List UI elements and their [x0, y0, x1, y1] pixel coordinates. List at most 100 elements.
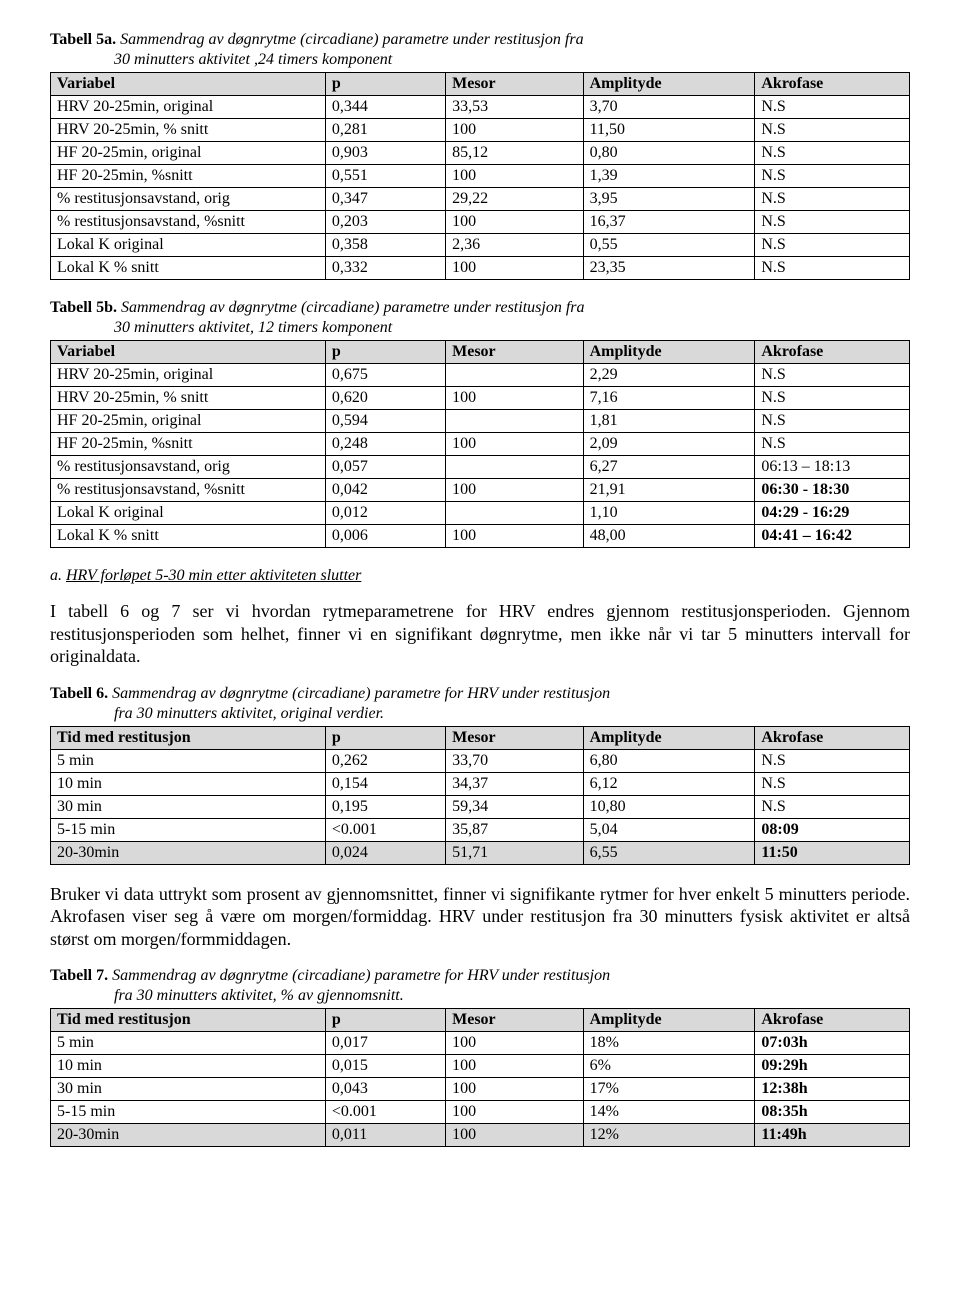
table-cell: HF 20-25min, %snitt — [51, 433, 326, 456]
table-row: 5 min0,26233,706,80N.S — [51, 749, 910, 772]
table-row: HRV 20-25min, % snitt0,28110011,50N.S — [51, 119, 910, 142]
table-cell: 33,70 — [446, 749, 583, 772]
table-cell: 7,16 — [583, 387, 755, 410]
table5a-caption: Tabell 5a. Sammendrag av døgnrytme (circ… — [50, 30, 910, 70]
table7-lead: Tabell 7. — [50, 967, 108, 984]
table-cell: 3,70 — [583, 96, 755, 119]
table-cell: 0,195 — [325, 795, 445, 818]
table-cell: N.S — [755, 433, 910, 456]
paragraph-2: Bruker vi data uttrykt som prosent av gj… — [50, 883, 910, 951]
table-row: HF 20-25min, %snitt0,2481002,09N.S — [51, 433, 910, 456]
table-row: % restitusjonsavstand, orig0,0576,2706:1… — [51, 456, 910, 479]
table-cell: Lokal K original — [51, 234, 326, 257]
table-cell: N.S — [755, 142, 910, 165]
table-cell: 0,332 — [325, 257, 445, 280]
table-cell: 0,015 — [325, 1055, 445, 1078]
table-cell: 18% — [583, 1032, 755, 1055]
table-cell: N.S — [755, 410, 910, 433]
table-cell: 0,262 — [325, 749, 445, 772]
table-cell: 0,203 — [325, 211, 445, 234]
table-header-cell: Mesor — [446, 73, 583, 96]
table-cell — [446, 502, 583, 525]
table-row: 20-30min0,01110012%11:49h — [51, 1124, 910, 1147]
table-row: Lokal K % snitt0,33210023,35N.S — [51, 257, 910, 280]
table-header-cell: Variabel — [51, 341, 326, 364]
table-cell: 0,675 — [325, 364, 445, 387]
table-cell: 33,53 — [446, 96, 583, 119]
table-cell: 11:50 — [755, 841, 910, 864]
table-cell: 09:29h — [755, 1055, 910, 1078]
table-cell: 10 min — [51, 772, 326, 795]
table-cell: 21,91 — [583, 479, 755, 502]
table-cell: 6,27 — [583, 456, 755, 479]
table-cell: HRV 20-25min, original — [51, 364, 326, 387]
table-cell — [446, 364, 583, 387]
table-cell: 1,39 — [583, 165, 755, 188]
table-cell: 0,594 — [325, 410, 445, 433]
table-cell: 14% — [583, 1101, 755, 1124]
table-cell: 16,37 — [583, 211, 755, 234]
table-cell: % restitusjonsavstand, orig — [51, 188, 326, 211]
table-cell: % restitusjonsavstand, orig — [51, 456, 326, 479]
table-cell: 100 — [446, 433, 583, 456]
table-cell: <0.001 — [325, 1101, 445, 1124]
table-cell: 0,248 — [325, 433, 445, 456]
table6-lead: Tabell 6. — [50, 685, 108, 702]
table-header-cell: Akrofase — [755, 73, 910, 96]
table-cell: 100 — [446, 1032, 583, 1055]
table-cell: 0,154 — [325, 772, 445, 795]
table-row: 30 min0,19559,3410,80N.S — [51, 795, 910, 818]
table-row: HF 20-25min, original0,5941,81N.S — [51, 410, 910, 433]
table-cell: HRV 20-25min, % snitt — [51, 387, 326, 410]
table7-header-row: Tid med restitusjonpMesorAmplitydeAkrofa… — [51, 1009, 910, 1032]
table-cell: 3,95 — [583, 188, 755, 211]
table-cell: 23,35 — [583, 257, 755, 280]
table6-desc1: Sammendrag av døgnrytme (circadiane) par… — [112, 685, 610, 702]
table-cell: 08:09 — [755, 818, 910, 841]
table-cell: 2,36 — [446, 234, 583, 257]
table-cell: 100 — [446, 1078, 583, 1101]
table5b: VariabelpMesorAmplitydeAkrofase HRV 20-2… — [50, 340, 910, 548]
table-cell: 100 — [446, 1101, 583, 1124]
table-cell: 04:29 - 16:29 — [755, 502, 910, 525]
table-cell: 0,903 — [325, 142, 445, 165]
table-cell: 59,34 — [446, 795, 583, 818]
table-header-cell: Amplityde — [583, 73, 755, 96]
table-cell: 100 — [446, 387, 583, 410]
section-a-heading: a. HRV forløpet 5-30 min etter aktivitet… — [50, 566, 910, 586]
table-cell: HRV 20-25min, original — [51, 96, 326, 119]
table-cell: 5,04 — [583, 818, 755, 841]
table6-desc2: fra 30 minutters aktivitet, original ver… — [50, 704, 910, 724]
table-row: HRV 20-25min, original0,6752,29N.S — [51, 364, 910, 387]
table-cell: 06:30 - 18:30 — [755, 479, 910, 502]
table-cell: 2,29 — [583, 364, 755, 387]
table-cell: % restitusjonsavstand, %snitt — [51, 211, 326, 234]
table-row: HRV 20-25min, % snitt0,6201007,16N.S — [51, 387, 910, 410]
table-cell: 1,10 — [583, 502, 755, 525]
table-row: HF 20-25min, %snitt0,5511001,39N.S — [51, 165, 910, 188]
table-header-cell: Amplityde — [583, 341, 755, 364]
table-cell: N.S — [755, 772, 910, 795]
table7-desc2: fra 30 minutters aktivitet, % av gjennom… — [50, 986, 910, 1006]
table-cell: 34,37 — [446, 772, 583, 795]
table-header-cell: Mesor — [446, 726, 583, 749]
table-header-cell: Amplityde — [583, 726, 755, 749]
table-cell: 6,55 — [583, 841, 755, 864]
table-row: 5 min0,01710018%07:03h — [51, 1032, 910, 1055]
table-cell: 0,043 — [325, 1078, 445, 1101]
table-cell: 20-30min — [51, 841, 326, 864]
paragraph-1: I tabell 6 og 7 ser vi hvordan rytmepara… — [50, 600, 910, 668]
table-cell: HF 20-25min, %snitt — [51, 165, 326, 188]
table6-caption: Tabell 6. Sammendrag av døgnrytme (circa… — [50, 684, 910, 724]
table-cell: 11,50 — [583, 119, 755, 142]
table5b-header-row: VariabelpMesorAmplitydeAkrofase — [51, 341, 910, 364]
table-cell: 0,012 — [325, 502, 445, 525]
table-cell: 100 — [446, 211, 583, 234]
table-header-cell: Variabel — [51, 73, 326, 96]
table-cell: 11:49h — [755, 1124, 910, 1147]
table-cell: N.S — [755, 387, 910, 410]
table-cell: 0,024 — [325, 841, 445, 864]
table-cell: N.S — [755, 795, 910, 818]
table7-caption: Tabell 7. Sammendrag av døgnrytme (circa… — [50, 966, 910, 1006]
table5b-caption: Tabell 5b. Sammendrag av døgnrytme (circ… — [50, 298, 910, 338]
